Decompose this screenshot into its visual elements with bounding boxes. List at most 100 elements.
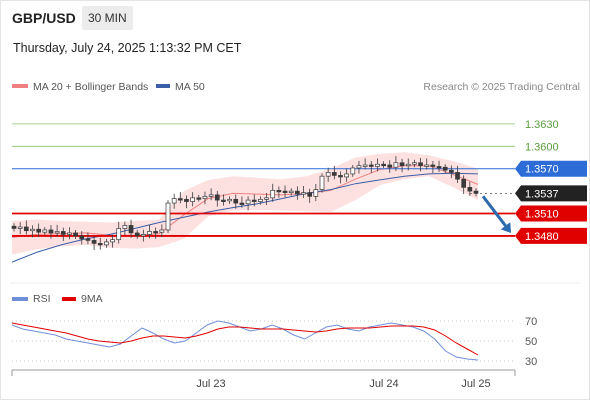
ma50-legend-label: MA 50 <box>175 81 205 93</box>
candle <box>147 224 152 239</box>
rsi-tick-30: 30 <box>525 356 537 368</box>
rsi-line <box>11 320 479 361</box>
candle-body <box>184 198 189 202</box>
candle <box>214 190 220 207</box>
candle-body <box>288 190 294 193</box>
level-label-1.3480: 1.3480 <box>525 231 559 243</box>
candle-body <box>73 232 78 237</box>
candle-body <box>91 240 97 244</box>
candle-body <box>79 235 85 240</box>
candle-body <box>461 178 467 188</box>
level-label-1.3510: 1.3510 <box>525 209 559 221</box>
candle-body <box>319 175 325 190</box>
candle <box>473 188 479 197</box>
candlesticks <box>11 156 479 250</box>
candle-body <box>104 241 109 246</box>
ma50-line <box>11 172 479 263</box>
candle <box>134 229 140 239</box>
level-labels: 1.3630 1.3600 1.3570 1.3537 1.3510 1.3480 <box>515 119 587 244</box>
candle <box>325 167 331 182</box>
candle-body <box>424 164 430 167</box>
candle-body <box>325 172 331 177</box>
timeframe-button[interactable]: 30 MIN <box>82 6 133 30</box>
rsi-ma-legend-swatch <box>62 297 76 301</box>
x-axis: Jul 23 Jul 24 Jul 25 <box>11 369 516 390</box>
candle-body <box>449 169 454 173</box>
candle <box>331 165 337 180</box>
candle <box>110 234 115 248</box>
rsi-legend: RSI 9MA <box>12 293 103 305</box>
candle <box>17 222 23 235</box>
candle <box>430 161 436 174</box>
candle-body <box>245 199 251 205</box>
ma20-legend-label: MA 20 + Bollinger Bands <box>33 81 148 93</box>
candle-body <box>307 192 313 197</box>
candle-body <box>17 226 23 229</box>
candle <box>301 186 306 198</box>
rsi-ma-line <box>11 322 479 356</box>
candle <box>251 194 257 207</box>
price-legend: MA 20 + Bollinger Bands MA 50 Research ©… <box>12 81 580 93</box>
candle <box>381 161 386 168</box>
candle-body <box>436 166 442 169</box>
rsi-legend-label: RSI <box>33 293 51 305</box>
candle <box>319 173 325 193</box>
candle <box>270 183 276 202</box>
candle <box>67 227 72 240</box>
candle <box>171 193 177 209</box>
candle-body <box>97 243 103 246</box>
candle <box>356 160 362 174</box>
candle <box>393 156 399 172</box>
candle <box>245 196 251 211</box>
candle-body <box>202 195 208 199</box>
candle <box>141 229 146 242</box>
level-tag-1.3480 <box>515 227 587 244</box>
candle-body <box>362 164 368 167</box>
candle <box>295 186 300 200</box>
candle-body <box>301 192 306 195</box>
candle-body <box>282 190 288 193</box>
candle-body <box>264 197 269 200</box>
candle <box>368 161 374 174</box>
candle-body <box>350 167 356 175</box>
candle <box>54 224 60 237</box>
candle-body <box>467 187 473 192</box>
candle <box>11 223 17 232</box>
candle <box>264 193 269 206</box>
candle <box>227 196 232 204</box>
candle <box>418 157 423 172</box>
candle <box>424 158 430 170</box>
candle-body <box>393 162 399 168</box>
candle <box>338 171 343 184</box>
rsi-tick-70: 70 <box>525 316 537 328</box>
candle <box>79 231 85 245</box>
candle-body <box>430 164 436 167</box>
candle-body <box>233 198 239 204</box>
candle <box>177 192 183 204</box>
candle-body <box>85 238 91 241</box>
candle <box>387 160 393 173</box>
candle-body <box>128 225 134 234</box>
candle <box>202 191 208 205</box>
candle <box>405 158 411 171</box>
candle-body <box>196 197 202 200</box>
candle <box>208 188 214 201</box>
candle <box>307 188 313 203</box>
level-tag-1.3510 <box>515 205 587 222</box>
level-label-1.3600: 1.3600 <box>525 141 559 153</box>
candle-body <box>313 189 319 197</box>
candle <box>184 195 189 209</box>
ma50-legend-swatch <box>156 84 170 88</box>
candle <box>455 165 460 184</box>
candle-body <box>147 231 152 235</box>
candle-body <box>227 198 232 202</box>
candle <box>122 221 128 236</box>
candle-body <box>36 228 41 233</box>
candle-body <box>42 229 48 233</box>
candle-body <box>455 172 460 180</box>
candle <box>412 159 417 168</box>
candle <box>91 236 97 250</box>
candle <box>153 227 159 239</box>
candle <box>276 186 282 198</box>
